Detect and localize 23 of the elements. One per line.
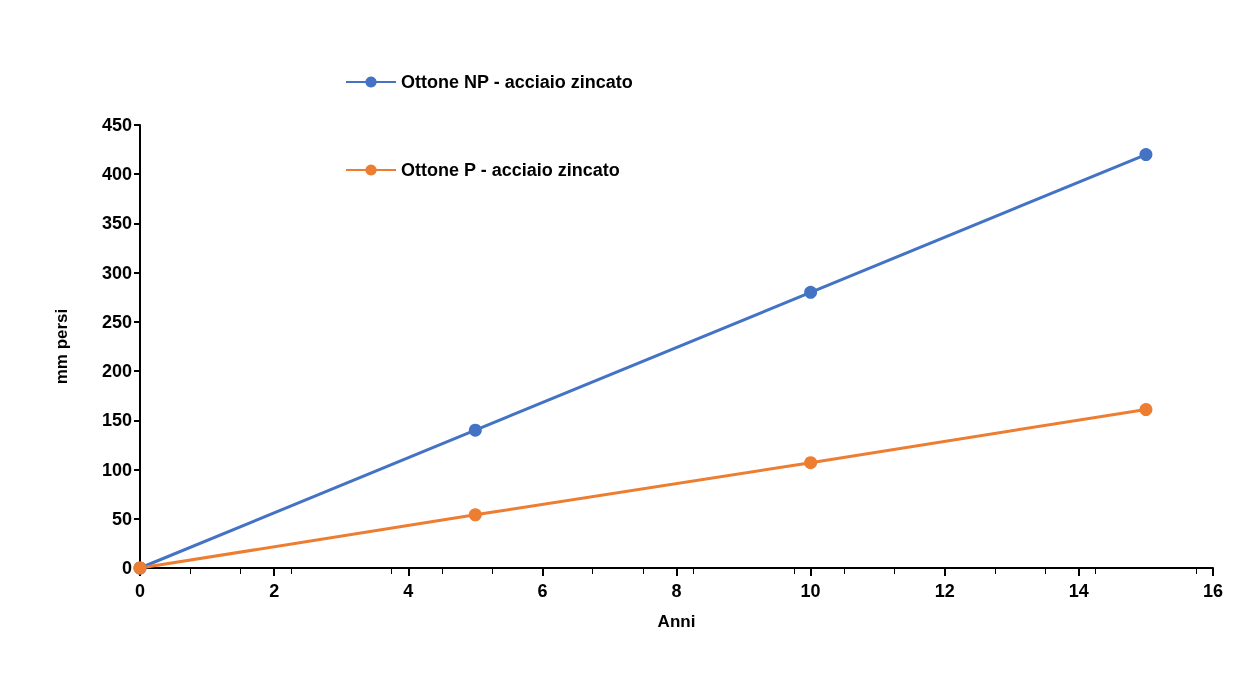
x-tick-label: 12 — [934, 581, 955, 601]
x-axis-title: Anni — [657, 612, 696, 631]
x-tick-label: 0 — [134, 581, 146, 601]
legend-label: Ottone NP - acciaio zincato — [401, 72, 633, 92]
y-tick-label: 0 — [121, 558, 132, 578]
x-tick-label: 6 — [537, 581, 548, 601]
x-tick-label: 14 — [1068, 581, 1089, 601]
y-tick-label: 150 — [101, 410, 132, 431]
y-tick-label: 450 — [101, 115, 132, 135]
x-tick-label: 8 — [671, 581, 682, 601]
y-tick-label: 100 — [101, 459, 132, 480]
legend-label: Ottone P - acciaio zincato — [401, 160, 620, 180]
y-tick-label: 350 — [101, 213, 132, 234]
x-tick-label: 4 — [403, 581, 414, 601]
y-tick-label: 250 — [101, 311, 132, 332]
x-tick-label: 10 — [800, 581, 821, 601]
y-tick-label: 200 — [101, 361, 132, 382]
y-axis-title: mm persi — [52, 308, 71, 385]
y-tick-label: 400 — [101, 164, 132, 185]
y-tick-label: 50 — [111, 508, 132, 529]
x-tick-label: 2 — [269, 581, 280, 601]
y-tick-label: 300 — [101, 262, 132, 283]
x-tick-label: 16 — [1202, 581, 1224, 601]
